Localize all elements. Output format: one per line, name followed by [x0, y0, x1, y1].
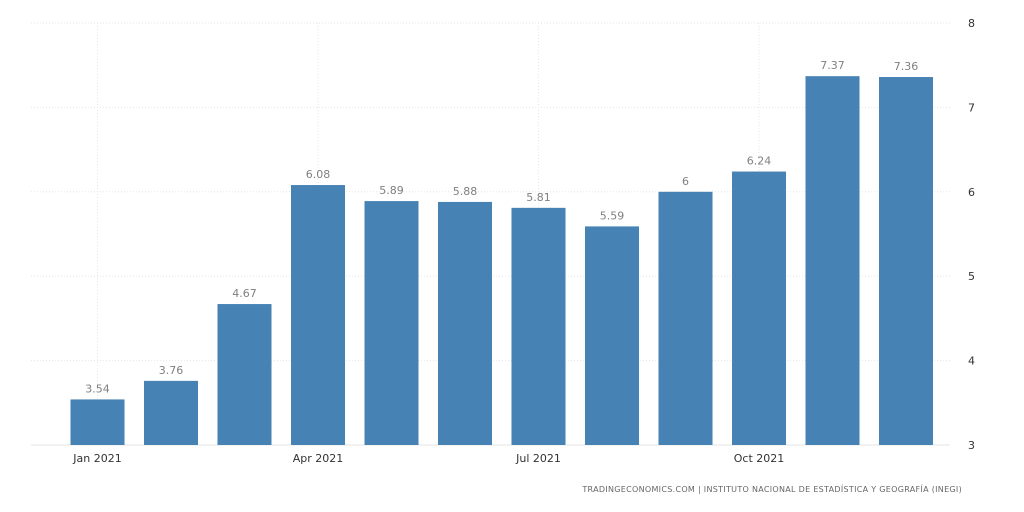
bar-jul-2021: [511, 207, 566, 445]
data-label: 5.81: [526, 191, 551, 204]
data-label: 3.54: [85, 382, 110, 395]
data-label: 6: [682, 175, 689, 188]
y-tick-label: 8: [968, 17, 975, 30]
x-tick-label: Jan 2021: [72, 452, 121, 465]
y-tick-label: 5: [968, 270, 975, 283]
data-labels: 3.54 3.76 4.67 6.08 5.89 5.88 5.81 5.59 6 6.24 7.3…: [85, 59, 918, 395]
y-tick-label: 6: [968, 186, 975, 199]
data-label: 5.59: [600, 209, 625, 222]
source-attribution: TRADINGECONOMICS.COM | INSTITUTO NACIONA…: [582, 485, 962, 494]
x-tick-label: Oct 2021: [734, 452, 785, 465]
y-axis: 3 4 5 6 7 8: [968, 17, 975, 452]
data-label: 7.37: [820, 59, 845, 72]
bar-nov-2021: [805, 76, 860, 445]
data-label: 5.89: [379, 184, 404, 197]
bar-aug-2021: [585, 226, 639, 445]
data-label: 6.24: [747, 155, 772, 168]
bar-jun-2021: [438, 201, 492, 445]
data-label: 5.88: [453, 185, 478, 198]
x-tick-label: Jul 2021: [515, 452, 561, 465]
bar-oct-2021: [732, 171, 786, 445]
bar-sep-2021: [658, 191, 713, 445]
bar-mar-2021: [217, 304, 272, 445]
bar-dec-2021: [879, 77, 933, 446]
data-label: 4.67: [232, 287, 257, 300]
bar-jan-2021: [70, 399, 125, 445]
y-tick-label: 4: [968, 355, 975, 368]
data-label: 7.36: [894, 60, 919, 73]
data-label: 6.08: [306, 168, 331, 181]
bar-may-2021: [364, 201, 419, 445]
bar-apr-2021: [291, 185, 345, 445]
y-tick-label: 7: [968, 101, 975, 114]
x-tick-label: Apr 2021: [293, 452, 344, 465]
bars: [70, 76, 933, 446]
data-label: 3.76: [159, 364, 184, 377]
x-axis: Jan 2021 Apr 2021 Jul 2021 Oct 2021: [72, 452, 784, 465]
bar-feb-2021: [144, 380, 198, 445]
y-tick-label: 3: [968, 439, 975, 452]
